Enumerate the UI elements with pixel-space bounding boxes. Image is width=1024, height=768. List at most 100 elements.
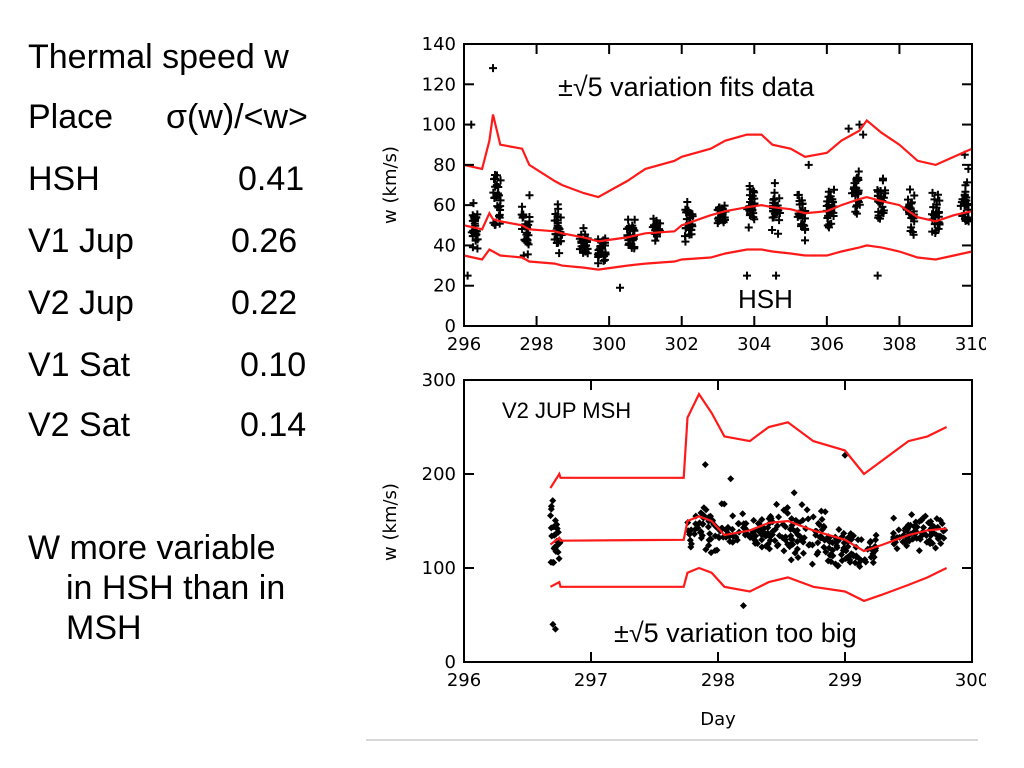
data-point	[556, 213, 565, 222]
data-point	[791, 527, 799, 535]
data-point	[554, 204, 563, 213]
data-point	[893, 545, 901, 553]
data-point	[704, 523, 712, 531]
data-point	[784, 509, 792, 517]
data-point	[523, 250, 532, 259]
conclusion-text: W more variable in HSH than in MSH	[28, 528, 285, 648]
data-point	[824, 211, 833, 220]
data-point	[937, 532, 945, 540]
charts-panel: 0 20 40 60 80 100 120 140 296 298 300 302 304 306 308…	[366, 30, 986, 750]
row-place: HSH	[28, 160, 100, 198]
data-point	[829, 208, 838, 217]
x-tick-label: 299	[828, 670, 862, 691]
data-point	[555, 555, 563, 563]
data-point	[594, 259, 603, 268]
data-point	[781, 523, 789, 531]
data-point	[770, 209, 779, 218]
envelope-lower-line	[463, 244, 973, 271]
data-point	[579, 248, 588, 257]
data-point	[895, 526, 903, 534]
data-point	[555, 249, 564, 258]
msh-x-axis-label: Day	[700, 709, 736, 730]
msh-region-label: V2 JUP MSH	[502, 398, 631, 423]
data-point	[929, 210, 938, 219]
data-point	[826, 192, 835, 201]
data-point	[524, 231, 533, 240]
data-point	[816, 533, 824, 541]
data-point	[724, 523, 732, 531]
data-point	[825, 537, 833, 545]
data-point	[739, 524, 747, 532]
data-point	[909, 230, 918, 239]
data-point	[918, 516, 926, 524]
x-tick-label: 302	[665, 334, 699, 355]
data-point	[890, 533, 898, 541]
data-point	[874, 211, 883, 220]
data-point	[713, 546, 721, 554]
data-point	[696, 528, 704, 536]
data-point	[547, 558, 555, 566]
data-point	[872, 536, 880, 544]
slide-title: Thermal speed w	[28, 38, 289, 76]
data-point	[808, 541, 816, 549]
data-point	[961, 187, 970, 196]
conclusion-line-2: in HSH than in	[66, 569, 286, 607]
data-point	[728, 525, 736, 533]
data-point	[879, 209, 888, 218]
data-point	[827, 219, 836, 228]
data-point	[916, 535, 924, 543]
data-point	[852, 184, 861, 193]
data-point	[551, 210, 560, 219]
data-point	[849, 532, 857, 540]
data-point	[780, 547, 788, 555]
row-place: V1 Jup	[28, 222, 134, 260]
x-tick-label: 306	[810, 334, 844, 355]
data-point	[872, 531, 880, 539]
data-point	[852, 209, 861, 218]
data-point	[934, 224, 943, 233]
data-point	[495, 191, 504, 200]
data-point	[771, 537, 779, 545]
data-point	[800, 221, 809, 230]
data-point	[931, 228, 940, 237]
data-point	[793, 545, 801, 553]
data-point	[495, 210, 504, 219]
data-point	[681, 237, 690, 246]
data-point	[797, 196, 806, 205]
data-point	[961, 216, 970, 225]
data-point	[767, 514, 775, 522]
data-point	[699, 520, 707, 528]
data-point	[774, 541, 782, 549]
data-point	[829, 185, 838, 194]
data-point	[701, 461, 709, 469]
data-point	[852, 174, 861, 183]
data-point	[928, 188, 937, 197]
data-point	[551, 531, 559, 539]
data-point	[824, 187, 833, 196]
data-point	[697, 534, 705, 542]
msh-x-ticks: 296 297 298 299 300	[447, 380, 986, 691]
msh-y-axis-label: w (km/s)	[380, 483, 401, 561]
data-point	[817, 507, 825, 515]
hsh-chart: 0 20 40 60 80 100 120 140 296 298 300 302 304 306 308…	[380, 34, 986, 355]
x-tick-label: 304	[737, 334, 771, 355]
data-point	[685, 530, 693, 538]
data-point	[471, 236, 480, 245]
data-point	[801, 236, 810, 245]
data-point	[873, 271, 882, 280]
data-point	[846, 558, 854, 566]
y-tick-label: 0	[445, 316, 456, 337]
data-point	[750, 516, 758, 524]
data-point	[774, 229, 783, 238]
data-point	[840, 529, 848, 537]
data-point	[890, 514, 898, 522]
data-point	[827, 558, 835, 566]
data-point	[702, 545, 710, 553]
data-point	[597, 248, 606, 257]
data-point	[936, 516, 944, 524]
data-point	[549, 497, 557, 505]
data-point	[937, 539, 945, 547]
data-point	[808, 560, 816, 568]
data-point	[932, 544, 940, 552]
y-tick-label: 300	[422, 370, 456, 391]
